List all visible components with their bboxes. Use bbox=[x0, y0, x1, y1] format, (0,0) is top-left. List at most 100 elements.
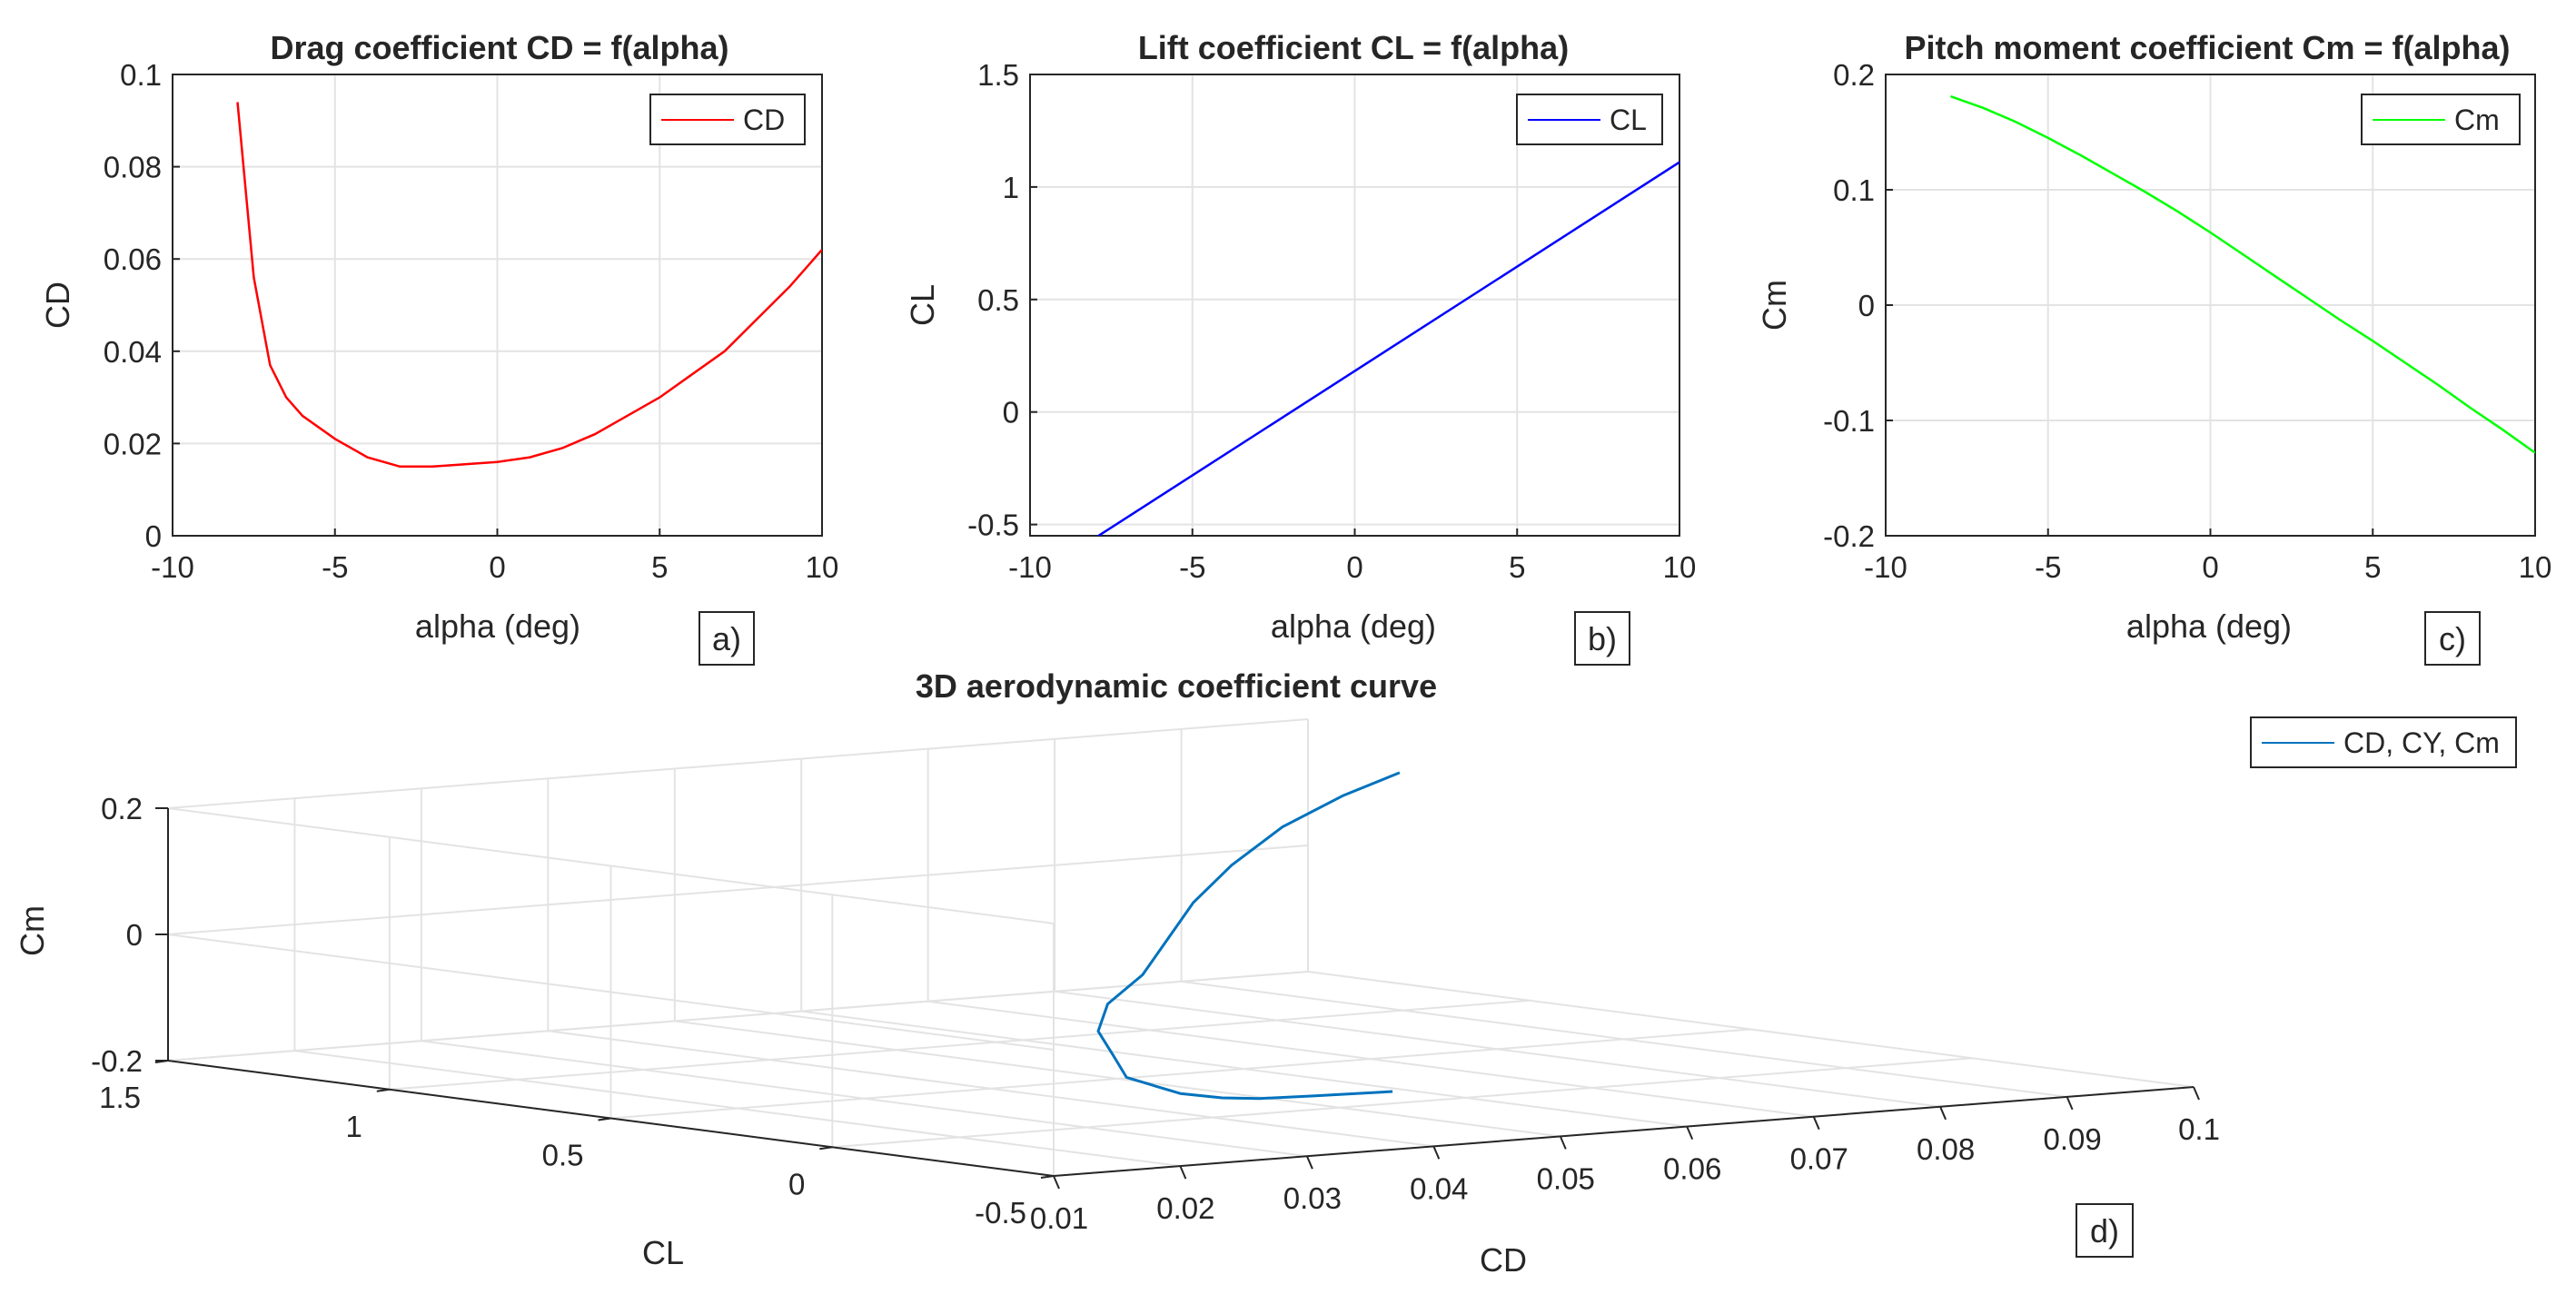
panel-label-text: b) bbox=[1588, 620, 1617, 657]
side-gridline-z bbox=[167, 933, 1055, 1051]
cd-tick-label: 0.04 bbox=[1410, 1171, 1468, 1205]
panel-label-text: c) bbox=[2439, 620, 2466, 657]
panel-lift-coefficient: Lift coefficient CL = f(alpha) -10 -5 0 5 10… bbox=[904, 29, 1697, 666]
cl-tick-label: 1.5 bbox=[99, 1081, 141, 1114]
legend-entry: CL bbox=[1610, 104, 1647, 136]
y-tick-label: 1 bbox=[1003, 171, 1019, 204]
floor-gridline-cl bbox=[389, 999, 1530, 1091]
chart-title: Lift coefficient CL = f(alpha) bbox=[1138, 29, 1569, 66]
x-ticks: -10 -5 0 5 10 bbox=[1864, 528, 2551, 584]
panel-label: a) bbox=[698, 611, 755, 666]
floor-gridline-cl bbox=[610, 1028, 1751, 1120]
x-tick-label: 5 bbox=[1509, 550, 1525, 584]
x-tick-label: -5 bbox=[1179, 550, 1205, 584]
x-ticks: -10 -5 0 5 10 bbox=[151, 528, 838, 584]
cd-tick-label: 0.02 bbox=[1156, 1191, 1214, 1225]
cd-tick-mark bbox=[1812, 1116, 1820, 1131]
y-tick-label: -0.2 bbox=[1823, 519, 1875, 553]
y-ticks: -0.5 0 0.5 1 1.5 bbox=[967, 58, 1037, 542]
panel-label-text: a) bbox=[712, 620, 741, 657]
z-tick-label: 0 bbox=[126, 918, 143, 952]
cd-tick-mark bbox=[1305, 1155, 1313, 1170]
cd-tick-mark bbox=[1179, 1165, 1187, 1180]
cd-tick-label: 0.09 bbox=[2043, 1122, 2101, 1156]
y-ticks: 0 0.02 0.04 0.06 0.08 0.1 bbox=[104, 58, 180, 553]
cl-tick-mark bbox=[819, 1146, 833, 1151]
cd-tick-label: 0.01 bbox=[1030, 1201, 1088, 1235]
cd-tick-label: 0.05 bbox=[1537, 1161, 1595, 1195]
cd-tick-label: 0.06 bbox=[1663, 1152, 1721, 1186]
y-axis-label: Cm bbox=[1756, 280, 1793, 331]
y-tick-label: 0.2 bbox=[1833, 58, 1875, 92]
grid-3d bbox=[167, 718, 2195, 1177]
cd-tick-mark bbox=[1559, 1136, 1567, 1150]
y-axis-label: CL bbox=[904, 284, 941, 326]
cd-tick-mark bbox=[1432, 1145, 1441, 1160]
cd-tick-mark bbox=[2066, 1096, 2074, 1111]
floor-gridline-cl bbox=[832, 1057, 1973, 1149]
y-tick-label: 0.06 bbox=[104, 242, 162, 276]
panel-label: b) bbox=[1574, 611, 1630, 666]
cd-tick-label: 0.1 bbox=[2178, 1112, 2220, 1146]
back-gridline-z bbox=[167, 845, 1309, 935]
cd-tick-mark bbox=[1053, 1175, 1060, 1190]
series bbox=[236, 102, 822, 469]
y-ticks: -0.2 -0.1 0 0.1 0.2 bbox=[1823, 58, 1893, 553]
x-tick-label: 0 bbox=[1346, 550, 1362, 584]
x-tick-label: -10 bbox=[151, 550, 194, 584]
legend-entry: CD bbox=[743, 104, 785, 136]
y-tick-label: 0 bbox=[1003, 396, 1019, 430]
legend-entry: CD, CY, Cm bbox=[2343, 726, 2500, 759]
series bbox=[1096, 771, 1401, 1101]
cl-tick-mark bbox=[376, 1088, 390, 1092]
y-tick-label: 0.1 bbox=[1833, 173, 1875, 207]
z-tick-label: -0.2 bbox=[91, 1044, 143, 1078]
x-tick-label: -10 bbox=[1008, 550, 1052, 584]
panel-pitch-moment-coefficient: Pitch moment coefficient Cm = f(alpha) -… bbox=[1756, 29, 2551, 666]
cl-tick-label: 1 bbox=[345, 1110, 362, 1143]
y-tick-label: 0 bbox=[1858, 289, 1875, 322]
x-tick-label: 0 bbox=[2202, 550, 2218, 584]
chart-title: Drag coefficient CD = f(alpha) bbox=[270, 29, 728, 66]
y-tick-label: 0.5 bbox=[977, 283, 1019, 317]
cd-tick-label: 0.03 bbox=[1283, 1181, 1342, 1215]
legend: CL bbox=[1516, 94, 1663, 145]
cl-tick-label: 0.5 bbox=[542, 1139, 584, 1172]
series-line-Cm bbox=[1950, 94, 2535, 454]
panel-3d-curve: 3D aerodynamic coefficient curve 0.01 0.0… bbox=[14, 667, 2517, 1279]
cd-tick-label: 0.08 bbox=[1917, 1132, 1975, 1166]
x-axis-label: alpha (deg) bbox=[2126, 607, 2292, 645]
y-tick-label: 0.04 bbox=[104, 335, 162, 369]
y-tick-label: 0.02 bbox=[104, 427, 162, 460]
y-tick-label: -0.5 bbox=[967, 509, 1019, 542]
back-gridline-z bbox=[167, 718, 1309, 809]
legend: Cm bbox=[2361, 94, 2521, 145]
panel-label: d) bbox=[2076, 1203, 2134, 1258]
panel-drag-coefficient: Drag coefficient CD = f(alpha) -10 -5 0 5 10… bbox=[39, 29, 838, 666]
series-line-CL bbox=[1096, 161, 1679, 536]
x-tick-label: 10 bbox=[2519, 550, 2552, 584]
legend: CD bbox=[649, 94, 806, 145]
cl-tick-label: -0.5 bbox=[975, 1196, 1026, 1230]
y-tick-label: 1.5 bbox=[977, 58, 1019, 92]
x-tick-label: 5 bbox=[651, 550, 668, 584]
cl-tick-label: 0 bbox=[788, 1167, 805, 1200]
y-tick-label: 0 bbox=[145, 519, 162, 553]
z-tick-label: 0.2 bbox=[101, 792, 143, 825]
y-tick-label: 0.08 bbox=[104, 151, 162, 184]
panel-label: c) bbox=[2424, 611, 2481, 666]
x-tick-label: 10 bbox=[806, 550, 839, 584]
legend-entry: Cm bbox=[2454, 104, 2500, 136]
chart-title: 3D aerodynamic coefficient curve bbox=[916, 667, 1437, 705]
z-axis-label: Cm bbox=[14, 905, 51, 956]
back-gridline-z bbox=[167, 971, 1309, 1062]
y-tick-label: 0.1 bbox=[120, 58, 162, 92]
cl-tick-mark bbox=[1040, 1175, 1055, 1179]
x-tick-label: -5 bbox=[322, 550, 348, 584]
x-tick-label: 10 bbox=[1663, 550, 1697, 584]
x-tick-label: 5 bbox=[2364, 550, 2381, 584]
cd-tick-mark bbox=[1686, 1126, 1694, 1140]
cd-tick-label: 0.07 bbox=[1790, 1142, 1848, 1176]
cd-axis-line bbox=[1053, 1086, 2195, 1177]
x-axis-label: CD bbox=[1480, 1241, 1527, 1279]
